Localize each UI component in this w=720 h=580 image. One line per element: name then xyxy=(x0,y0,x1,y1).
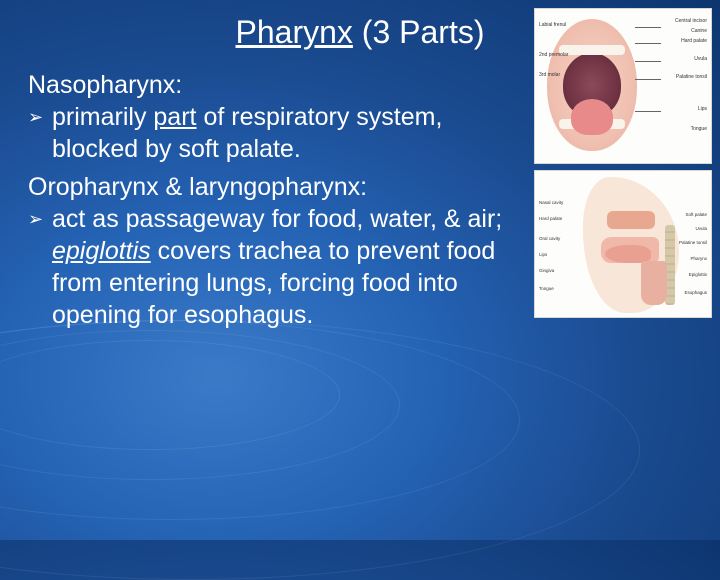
leader-line xyxy=(635,61,661,62)
anatomy-label: Oral cavity xyxy=(539,237,560,242)
section1-heading: Nasopharynx: xyxy=(28,69,512,101)
leader-line xyxy=(635,111,661,112)
anatomy-label: Uvula xyxy=(695,227,707,232)
anatomy-label: Central incisor xyxy=(675,19,707,25)
diagram-head-sagittal: Nasal cavity Hard palate Oral cavity Lip… xyxy=(534,170,712,318)
anatomy-label: 3rd molar xyxy=(539,73,560,79)
anatomy-label: Esophagus xyxy=(684,291,707,296)
bullet-text: act as passageway for food, water, & air… xyxy=(52,203,512,331)
text-emphasis: epiglottis xyxy=(52,237,151,265)
anatomy-label: Labial frenul xyxy=(539,23,566,29)
anatomy-label: Epiglottis xyxy=(689,273,707,278)
anatomy-label: Nasal cavity xyxy=(539,201,563,206)
bullet-icon: ➢ xyxy=(28,203,52,231)
anatomy-label: 2nd premolar xyxy=(539,53,568,59)
title-sub: (3 Parts) xyxy=(353,14,485,50)
leader-line xyxy=(635,79,661,80)
leader-line xyxy=(635,43,661,44)
leader-line xyxy=(635,27,661,28)
anatomy-label: Canine xyxy=(691,29,707,35)
anatomy-label: Lips xyxy=(539,253,547,258)
anatomy-label: Pharynx xyxy=(690,257,707,262)
bullet-item: ➢ act as passageway for food, water, & a… xyxy=(28,203,512,331)
anatomy-label: Hard palate xyxy=(539,217,562,222)
slide-content: Nasopharynx: ➢ primarily part of respira… xyxy=(0,69,530,331)
tongue xyxy=(571,99,613,135)
text-underline: part xyxy=(153,103,196,131)
anatomy-label: Soft palate xyxy=(685,213,707,218)
diagram-mouth-anterior: Central incisor Canine Hard palate Uvula… xyxy=(534,8,712,164)
text-p1: act as passageway for food, water, & air… xyxy=(52,205,502,233)
bullet-icon: ➢ xyxy=(28,101,52,129)
upper-teeth xyxy=(559,45,625,55)
anatomy-label: Tongue xyxy=(539,287,554,292)
text-pre: primarily xyxy=(52,103,153,131)
pharynx-region xyxy=(641,261,667,305)
anatomy-label: Tongue xyxy=(691,127,707,133)
anatomy-label: Palatine tonsil xyxy=(676,75,707,81)
section2-heading: Oropharynx & laryngopharynx: xyxy=(28,171,512,203)
anatomy-label: Lips xyxy=(698,107,707,113)
nasal-cavity xyxy=(607,211,655,229)
bullet-item: ➢ primarily part of respiratory system, … xyxy=(28,101,512,165)
bullet-text: primarily part of respiratory system, bl… xyxy=(52,101,512,165)
title-main: Pharynx xyxy=(236,14,353,50)
anatomy-label: Hard palate xyxy=(681,39,707,45)
anatomy-label: Gingiva xyxy=(539,269,554,274)
anatomy-label: Uvula xyxy=(694,57,707,63)
anatomy-label: Palatine tonsil xyxy=(679,241,707,246)
diagram-panel: Central incisor Canine Hard palate Uvula… xyxy=(534,8,712,318)
